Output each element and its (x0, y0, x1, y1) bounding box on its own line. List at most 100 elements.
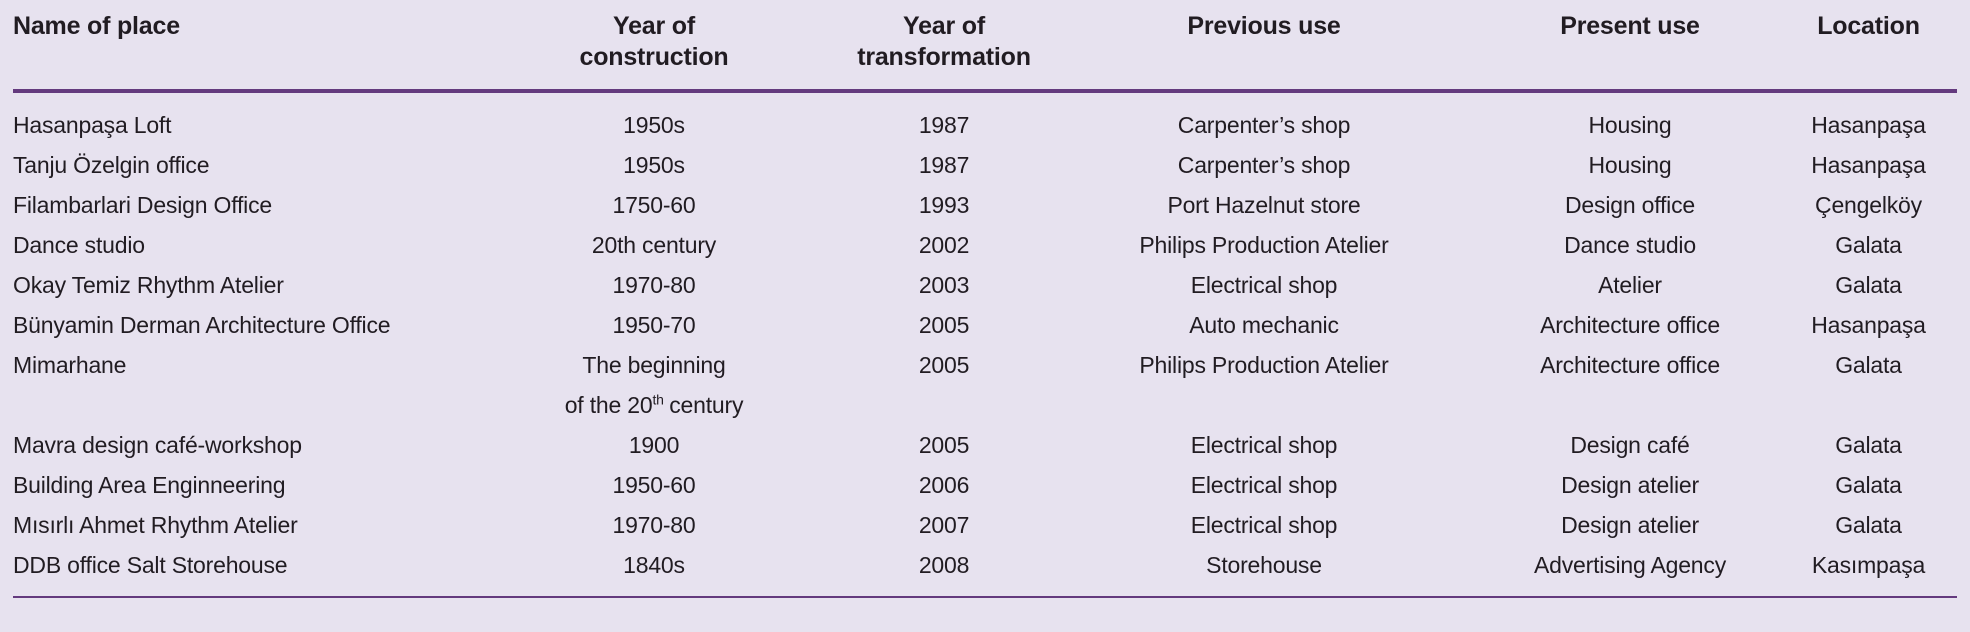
cell-year-of-construction: 1950-70 (612, 312, 696, 338)
cell-name: Bünyamin Derman Architecture Office (13, 312, 391, 338)
cell-year-of-transformation: 2005 (918, 352, 970, 378)
cell-present-use: Design atelier (1561, 512, 1699, 538)
cell-year-of-construction: 1750-60 (612, 192, 696, 218)
cell-year-of-construction: 20th century (591, 232, 717, 258)
cell-year-of-construction: 1970-80 (612, 512, 696, 538)
cell-name: Mısırlı Ahmet Rhythm Atelier (13, 512, 298, 538)
cell-year-of-construction: 1970-80 (612, 272, 696, 298)
cell-year-of-construction: 1950s (623, 152, 685, 178)
header-year-of-construction: Year of construction (468, 11, 840, 73)
cell-location: Galata (1835, 472, 1902, 498)
cell-previous-use: Port Hazelnut store (1167, 192, 1361, 218)
header-line: Location (1817, 12, 1920, 40)
ordinal-superscript: th (652, 391, 664, 408)
cell-previous-use: Electrical shop (1190, 472, 1338, 498)
cell-name: Dance studio (13, 232, 145, 258)
header-year-of-transformation: Year of transformation (840, 11, 1048, 73)
cell-previous-use: Carpenter’s shop (1177, 152, 1351, 178)
cell-year-of-construction: The beginning of the 20th century (468, 345, 840, 425)
cell-name: Tanju Özelgin office (13, 152, 210, 178)
cell-present-use: Atelier (1598, 272, 1662, 298)
cell-name: Building Area Enginneering (13, 472, 286, 498)
cell-location: Çengelköy (1815, 192, 1922, 218)
cell-year-of-transformation: 2008 (918, 552, 970, 578)
adaptive-reuse-table: Name of place Year of construction Year … (13, 0, 1957, 598)
header-line: transformation (857, 43, 1031, 71)
table-row: Okay Temiz Rhythm Atelier 1970-80 2003 E… (13, 265, 1957, 305)
cell-previous-use: Philips Production Atelier (1139, 352, 1389, 378)
table-row-mimarhane: Mimarhane The beginning of the 20th centu… (13, 345, 1957, 425)
table-row: Tanju Özelgin office 1950s 1987 Carpente… (13, 145, 1957, 185)
cell-location: Hasanpaşa (1811, 152, 1926, 178)
cell-name: Filambarlari Design Office (13, 192, 272, 218)
cell-previous-use: Electrical shop (1190, 432, 1338, 458)
cell-present-use: Housing (1588, 112, 1672, 138)
cell-year-of-construction: 1900 (628, 432, 680, 458)
header-name-of-place: Name of place (13, 11, 468, 73)
cell-previous-use: Carpenter’s shop (1177, 112, 1351, 138)
table-row: DDB office Salt Storehouse 1840s 2008 St… (13, 545, 1957, 585)
construction-line-2-text: century (669, 392, 744, 418)
table-row: Filambarlari Design Office 1750-60 1993 … (13, 185, 1957, 225)
cell-present-use: Dance studio (1564, 232, 1696, 258)
cell-year-of-transformation: 2003 (918, 272, 970, 298)
header-line: Name of place (13, 12, 180, 40)
cell-year-of-transformation: 2005 (918, 312, 970, 338)
table-row: Building Area Enginneering 1950-60 2006 … (13, 465, 1957, 505)
cell-previous-use: Electrical shop (1190, 272, 1338, 298)
table-body: Hasanpaşa Loft 1950s 1987 Carpenter’s sh… (13, 105, 1957, 585)
cell-location: Galata (1835, 272, 1902, 298)
cell-previous-use: Auto mechanic (1189, 312, 1339, 338)
cell-previous-use: Philips Production Atelier (1139, 232, 1389, 258)
table-row: Hasanpaşa Loft 1950s 1987 Carpenter’s sh… (13, 105, 1957, 145)
cell-location: Galata (1835, 352, 1902, 378)
table-row: Dance studio 20th century 2002 Philips P… (13, 225, 1957, 265)
cell-year-of-construction: 1950-60 (612, 472, 696, 498)
header-divider-rule (13, 89, 1957, 93)
cell-location: Hasanpaşa (1811, 112, 1926, 138)
header-location: Location (1780, 11, 1957, 73)
cell-previous-use: Electrical shop (1190, 512, 1338, 538)
header-present-use: Present use (1480, 11, 1780, 73)
construction-line-2: of the 20th century (468, 385, 840, 425)
cell-name: Hasanpaşa Loft (13, 112, 172, 138)
header-line: construction (579, 43, 729, 71)
cell-year-of-transformation: 1987 (918, 112, 970, 138)
header-line: Previous use (1187, 12, 1341, 40)
header-line: Year of (903, 12, 985, 40)
cell-name: Mavra design café-workshop (13, 432, 302, 458)
cell-present-use: Architecture office (1540, 352, 1720, 378)
cell-name: DDB office Salt Storehouse (13, 552, 288, 578)
cell-location: Galata (1835, 432, 1902, 458)
cell-location: Galata (1835, 232, 1902, 258)
construction-line-1: The beginning (582, 352, 726, 378)
header-line: Year of (613, 12, 695, 40)
table-row: Mısırlı Ahmet Rhythm Atelier 1970-80 200… (13, 505, 1957, 545)
table-row: Bünyamin Derman Architecture Office 1950… (13, 305, 1957, 345)
cell-present-use: Design office (1565, 192, 1695, 218)
construction-line-2-text: of the 20 (564, 392, 653, 418)
cell-year-of-construction: 1840s (623, 552, 685, 578)
cell-name: Mimarhane (13, 352, 127, 378)
cell-present-use: Design atelier (1561, 472, 1699, 498)
cell-name: Okay Temiz Rhythm Atelier (13, 272, 284, 298)
cell-year-of-transformation: 2006 (918, 472, 970, 498)
cell-year-of-transformation: 2002 (918, 232, 970, 258)
cell-present-use: Architecture office (1540, 312, 1720, 338)
cell-year-of-construction: 1950s (623, 112, 685, 138)
header-previous-use: Previous use (1048, 11, 1480, 73)
cell-year-of-transformation: 2007 (918, 512, 970, 538)
header-line: Present use (1560, 12, 1700, 40)
cell-location: Kasımpaşa (1811, 552, 1926, 578)
cell-location: Hasanpaşa (1811, 312, 1926, 338)
bottom-rule (13, 596, 1957, 598)
cell-year-of-transformation: 1993 (918, 192, 970, 218)
cell-present-use: Advertising Agency (1533, 552, 1726, 578)
cell-previous-use: Storehouse (1206, 552, 1322, 578)
cell-present-use: Housing (1588, 152, 1672, 178)
table-row: Mavra design café-workshop 1900 2005 Ele… (13, 425, 1957, 465)
cell-year-of-transformation: 2005 (918, 432, 970, 458)
table-header-row: Name of place Year of construction Year … (13, 0, 1957, 73)
cell-location: Galata (1835, 512, 1902, 538)
cell-present-use: Design café (1570, 432, 1690, 458)
